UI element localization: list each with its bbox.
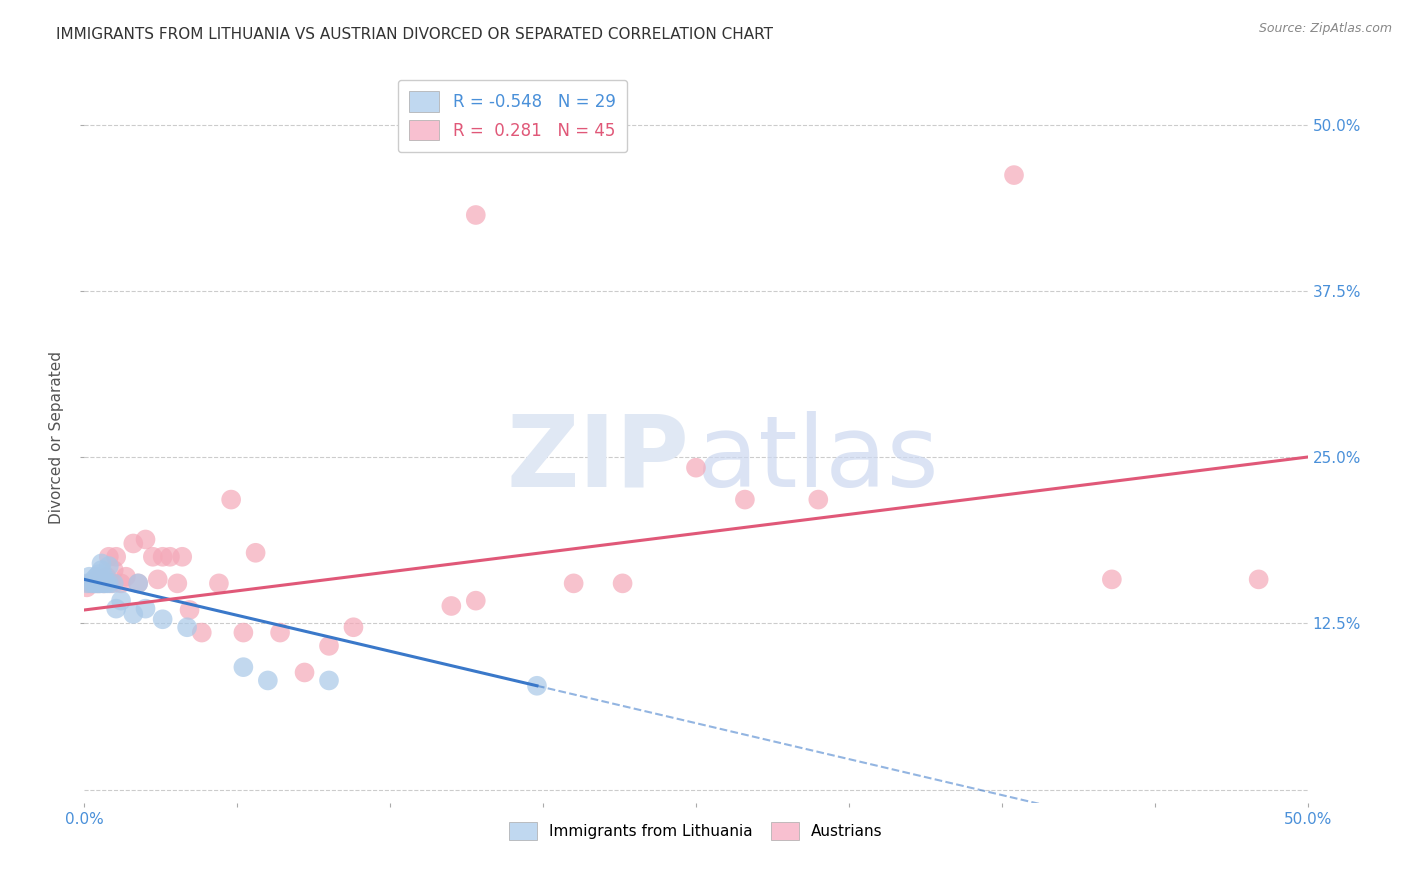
Point bbox=[97, 549, 120, 564]
Point bbox=[80, 576, 103, 591]
Point bbox=[97, 559, 120, 574]
Point bbox=[122, 607, 145, 621]
Point bbox=[232, 660, 254, 674]
Point bbox=[96, 576, 118, 591]
Point bbox=[77, 570, 100, 584]
Point bbox=[90, 573, 112, 587]
Point bbox=[172, 549, 194, 564]
Point bbox=[1002, 168, 1025, 182]
Point bbox=[142, 549, 165, 564]
Point bbox=[87, 576, 110, 591]
Point bbox=[105, 601, 128, 615]
Point bbox=[122, 536, 145, 550]
Point bbox=[103, 563, 125, 577]
Point bbox=[115, 570, 138, 584]
Point bbox=[77, 576, 100, 591]
Y-axis label: Divorced or Separated: Divorced or Separated bbox=[49, 351, 65, 524]
Point bbox=[90, 576, 112, 591]
Point bbox=[76, 580, 98, 594]
Point bbox=[245, 546, 267, 560]
Point bbox=[86, 576, 108, 591]
Point bbox=[734, 492, 756, 507]
Point bbox=[191, 625, 214, 640]
Point bbox=[219, 492, 242, 507]
Point bbox=[612, 576, 634, 591]
Point bbox=[90, 557, 112, 571]
Point bbox=[807, 492, 830, 507]
Point bbox=[86, 573, 108, 587]
Point bbox=[269, 625, 291, 640]
Point bbox=[76, 576, 98, 591]
Point bbox=[232, 625, 254, 640]
Point bbox=[83, 576, 105, 591]
Point bbox=[127, 576, 149, 591]
Point bbox=[100, 576, 122, 591]
Point bbox=[176, 620, 198, 634]
Point bbox=[257, 673, 280, 688]
Point bbox=[152, 549, 174, 564]
Text: atlas: atlas bbox=[697, 410, 939, 508]
Point bbox=[685, 460, 707, 475]
Point bbox=[97, 576, 120, 591]
Point bbox=[318, 673, 340, 688]
Legend: Immigrants from Lithuania, Austrians: Immigrants from Lithuania, Austrians bbox=[503, 815, 889, 847]
Point bbox=[90, 563, 112, 577]
Point bbox=[135, 601, 157, 615]
Point bbox=[93, 570, 115, 584]
Point bbox=[464, 593, 486, 607]
Point bbox=[152, 612, 174, 626]
Point bbox=[83, 576, 105, 591]
Point bbox=[83, 573, 105, 587]
Point bbox=[166, 576, 188, 591]
Point bbox=[146, 573, 169, 587]
Point bbox=[135, 533, 157, 547]
Point bbox=[159, 549, 181, 564]
Point bbox=[96, 570, 118, 584]
Point bbox=[208, 576, 231, 591]
Point bbox=[105, 549, 128, 564]
Point bbox=[294, 665, 316, 680]
Point bbox=[318, 639, 340, 653]
Point bbox=[86, 570, 108, 584]
Point bbox=[86, 576, 108, 591]
Point bbox=[526, 679, 548, 693]
Point bbox=[103, 576, 125, 591]
Point bbox=[87, 576, 110, 591]
Point bbox=[110, 576, 132, 591]
Point bbox=[179, 603, 201, 617]
Point bbox=[87, 567, 110, 582]
Point bbox=[1101, 573, 1123, 587]
Point bbox=[1247, 573, 1270, 587]
Point bbox=[93, 576, 115, 591]
Point bbox=[562, 576, 585, 591]
Point bbox=[80, 576, 103, 591]
Point bbox=[342, 620, 364, 634]
Point bbox=[440, 599, 463, 613]
Point bbox=[127, 576, 149, 591]
Point bbox=[110, 593, 132, 607]
Text: Source: ZipAtlas.com: Source: ZipAtlas.com bbox=[1258, 22, 1392, 36]
Point bbox=[464, 208, 486, 222]
Text: ZIP: ZIP bbox=[506, 410, 689, 508]
Text: IMMIGRANTS FROM LITHUANIA VS AUSTRIAN DIVORCED OR SEPARATED CORRELATION CHART: IMMIGRANTS FROM LITHUANIA VS AUSTRIAN DI… bbox=[56, 27, 773, 42]
Point bbox=[93, 576, 115, 591]
